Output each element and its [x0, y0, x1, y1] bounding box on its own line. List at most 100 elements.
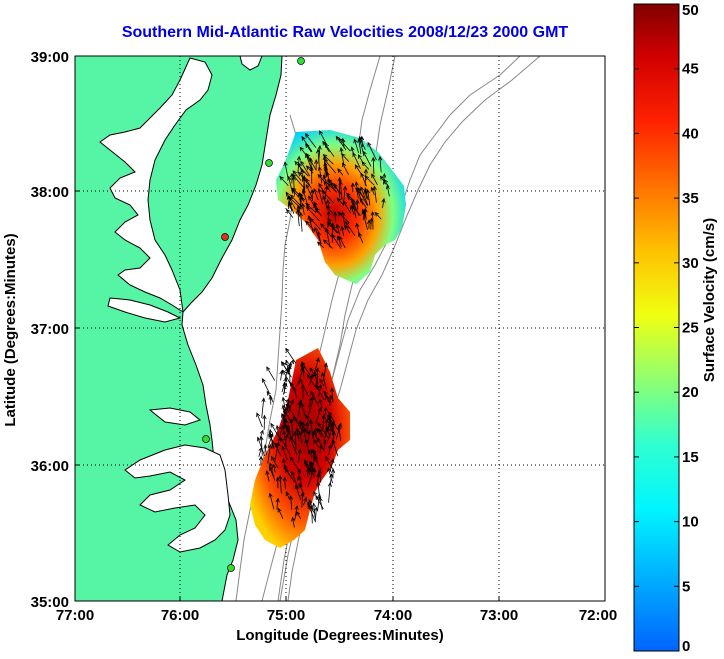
velocity-arrow	[266, 470, 270, 482]
velocity-arrow	[310, 419, 314, 439]
velocity-arrow	[321, 372, 327, 390]
velocity-arrow	[308, 463, 313, 476]
velocity-arrow	[290, 382, 294, 391]
velocity-arrowhead	[271, 455, 276, 461]
velocity-arrow	[260, 436, 263, 456]
velocity-arrowhead	[288, 495, 294, 500]
velocity-arrow	[323, 407, 327, 421]
velocity-arrow	[293, 176, 295, 196]
velocity-arrow	[338, 425, 341, 441]
velocity-arrow	[294, 431, 297, 450]
velocity-arrow	[311, 189, 313, 202]
velocity-arrow	[317, 231, 322, 245]
colorbar-tick-label: 0	[682, 638, 690, 655]
velocity-arrowhead	[289, 359, 294, 365]
y-axis: 39:00 38:00 37:00 36:00 35:00 Latitude (…	[2, 49, 80, 611]
velocity-arrowhead	[366, 219, 372, 225]
velocity-arrow	[317, 241, 324, 249]
velocity-arrowhead	[313, 188, 318, 194]
velocity-arrowhead	[287, 364, 292, 370]
velocity-arrowhead	[312, 448, 317, 454]
velocity-arrow	[335, 423, 342, 440]
velocity-arrowhead	[331, 439, 336, 444]
velocity-arrow	[264, 444, 267, 456]
velocity-arrowhead	[309, 217, 315, 223]
velocity-arrow	[374, 186, 377, 203]
velocity-arrow	[327, 183, 336, 192]
velocity-arrow	[312, 449, 318, 459]
velocity-arrowhead	[363, 168, 368, 174]
velocity-arrowhead	[308, 157, 313, 163]
velocity-arrow	[340, 181, 343, 200]
velocity-arrowhead	[298, 211, 303, 217]
velocity-arrow	[307, 468, 315, 487]
velocity-arrowhead	[352, 152, 357, 157]
velocity-arrowhead	[322, 174, 327, 180]
velocity-arrowhead	[296, 155, 301, 161]
velocity-arrowhead	[309, 165, 314, 171]
x-tick-label: 72:00	[579, 607, 617, 624]
velocity-arrowhead	[324, 427, 329, 433]
velocity-arrow	[287, 363, 291, 375]
velocity-arrowhead	[283, 377, 288, 383]
velocity-arrow	[258, 447, 262, 457]
velocity-arrow	[287, 399, 294, 413]
velocity-arrowhead	[284, 468, 289, 473]
velocity-arrow	[298, 483, 305, 495]
velocity-arrowhead	[329, 473, 334, 479]
velocity-arrow	[327, 417, 331, 430]
velocity-arrowhead	[285, 398, 290, 404]
velocity-arrowhead	[300, 383, 305, 389]
velocity-arrow	[327, 427, 333, 443]
velocity-arrowhead	[256, 412, 261, 418]
velocity-arrowhead	[259, 435, 264, 441]
velocity-arrow	[374, 212, 382, 220]
x-tick-label: 77:00	[56, 607, 94, 624]
velocity-arrowhead	[286, 424, 291, 430]
velocity-arrowhead	[300, 364, 305, 370]
velocity-arrowhead	[281, 361, 286, 367]
velocity-arrow	[324, 165, 327, 180]
velocity-arrowhead	[285, 401, 290, 407]
velocity-arrow	[305, 439, 310, 454]
velocity-arrowhead	[309, 367, 314, 373]
velocity-arrow	[359, 136, 366, 150]
velocity-arrow	[367, 142, 377, 161]
velocity-arrowhead	[270, 422, 275, 428]
velocity-arrow	[307, 395, 315, 415]
velocity-arrow	[384, 179, 390, 188]
colorbar-tick-label: 30	[682, 255, 699, 272]
velocity-arrowhead	[322, 439, 327, 445]
velocity-arrow	[305, 220, 316, 232]
velocity-field-south	[250, 348, 350, 548]
velocity-arrow	[301, 169, 304, 182]
velocity-arrow	[319, 378, 325, 387]
velocity-arrowhead	[279, 424, 284, 430]
velocity-arrow	[354, 139, 359, 154]
velocity-arrowhead	[328, 394, 333, 400]
velocity-arrowhead	[282, 458, 287, 463]
velocity-arrow	[289, 437, 298, 455]
velocity-arrow	[298, 195, 302, 214]
velocity-arrowhead	[371, 156, 376, 162]
velocity-arrow	[284, 434, 288, 446]
velocity-arrowhead	[363, 207, 368, 213]
colorbar-tick-label: 50	[682, 2, 699, 19]
velocity-arrowhead	[308, 396, 313, 402]
velocity-arrow	[290, 194, 304, 209]
velocity-arrowhead	[314, 226, 319, 232]
velocity-arrow	[287, 405, 298, 422]
velocity-arrow	[301, 365, 305, 374]
velocity-arrowhead	[305, 153, 309, 158]
velocity-arrowhead	[344, 221, 350, 226]
velocity-arrowhead	[324, 143, 329, 148]
velocity-arrow	[327, 179, 337, 193]
velocity-arrow	[321, 190, 335, 204]
velocity-arrow	[305, 462, 310, 473]
colorbar-tick-label: 35	[682, 190, 699, 207]
velocity-arrow	[299, 146, 311, 162]
velocity-arrowhead	[298, 419, 303, 425]
velocity-arrow	[315, 428, 317, 439]
velocity-arrow	[306, 374, 317, 388]
radar-stations	[202, 57, 305, 572]
